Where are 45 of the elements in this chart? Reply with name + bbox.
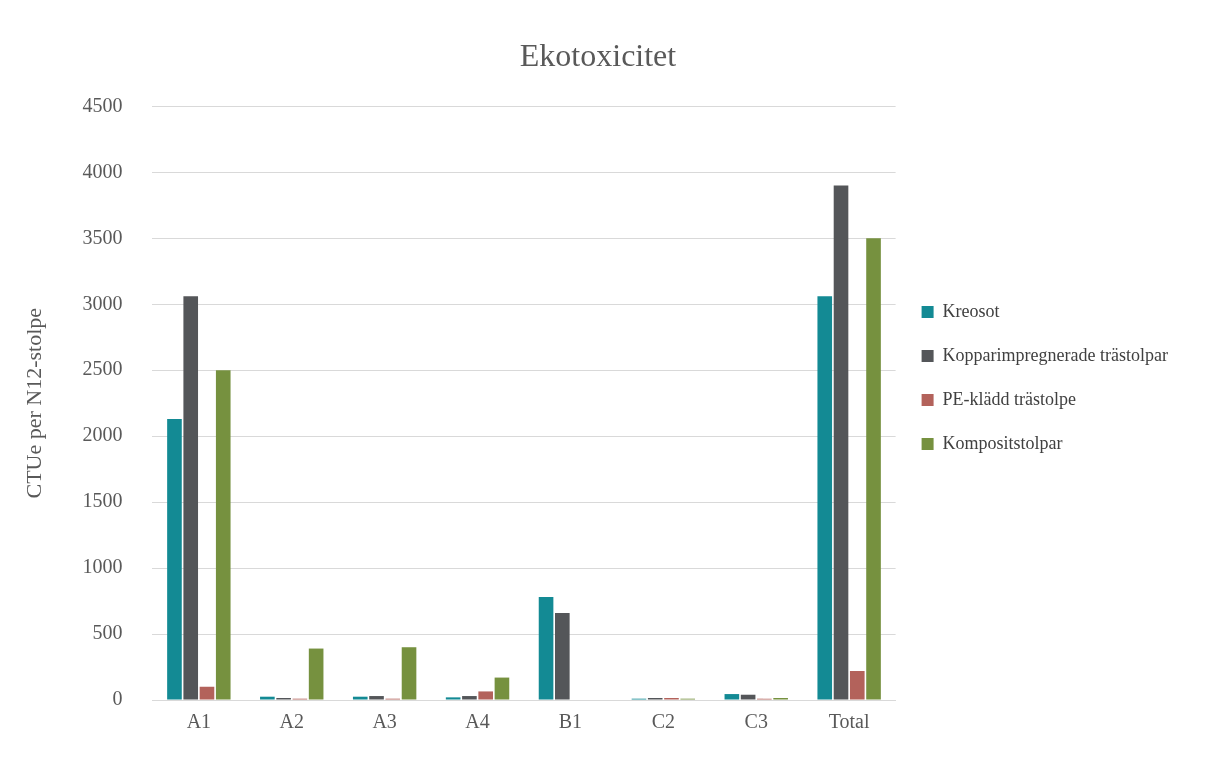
x-tick-label: A2 <box>279 710 304 733</box>
bar <box>167 419 182 700</box>
bar <box>183 296 199 700</box>
bar <box>538 597 554 700</box>
y-tick-label: 3000 <box>82 291 123 314</box>
bar <box>199 686 215 700</box>
bar <box>308 648 324 700</box>
bar <box>478 691 493 700</box>
bar <box>369 696 384 700</box>
x-tick-label: A1 <box>186 710 212 733</box>
bar <box>494 677 510 700</box>
y-tick-label: 3500 <box>82 225 123 248</box>
bar <box>462 696 477 700</box>
bar <box>724 694 740 700</box>
x-tick-label: C3 <box>744 710 768 733</box>
bar <box>445 697 461 700</box>
bar <box>401 647 417 700</box>
bar <box>740 694 756 700</box>
y-tick-label: 0 <box>112 687 123 710</box>
bar <box>352 696 368 700</box>
legend-label: Kreosot <box>942 300 1000 321</box>
bar <box>215 370 231 700</box>
x-tick-label: C2 <box>651 710 676 733</box>
legend-label: Kopparimpregnerade trästolpar <box>942 344 1169 365</box>
legend-label: Kompositstolpar <box>942 432 1063 453</box>
y-tick-label: 1000 <box>82 555 123 578</box>
bar <box>260 696 275 700</box>
bar <box>849 670 865 700</box>
y-axis-title: CTUe per N12-stolpe <box>20 307 46 499</box>
y-tick-label: 4000 <box>82 159 123 182</box>
x-tick-label: A4 <box>465 710 490 733</box>
x-tick-label: B1 <box>558 710 583 733</box>
x-tick-label: A3 <box>372 710 397 733</box>
y-tick-label: 1500 <box>82 489 123 512</box>
chart-title: Ekotoxicitet <box>519 36 677 73</box>
y-tick-label: 500 <box>92 621 123 644</box>
x-tick-label: Total <box>828 710 870 733</box>
bar <box>555 612 570 700</box>
bar <box>866 238 881 700</box>
y-tick-label: 2000 <box>82 423 123 446</box>
y-tick-label: 4500 <box>82 93 123 116</box>
bar <box>833 185 849 700</box>
y-tick-label: 2500 <box>82 357 123 380</box>
bar <box>817 296 833 700</box>
legend-label: PE-klädd trästolpe <box>942 388 1077 409</box>
